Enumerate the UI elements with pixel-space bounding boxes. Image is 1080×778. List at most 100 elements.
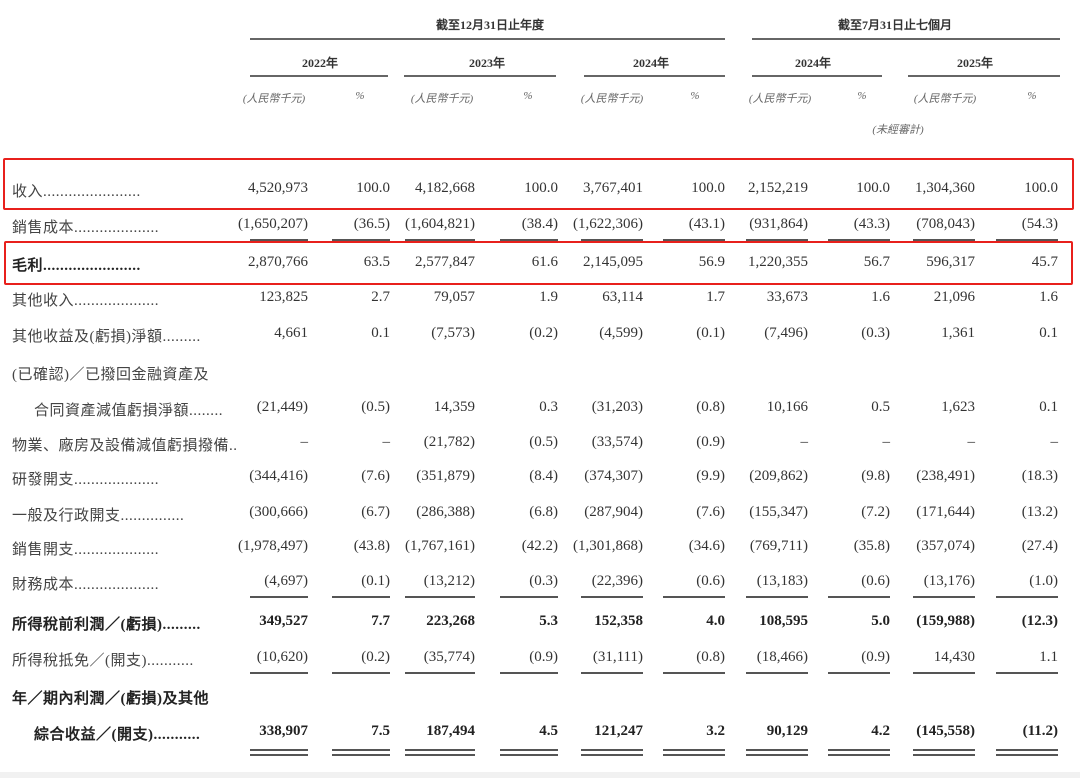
header-rule <box>250 38 725 40</box>
cell-value: 1.1 <box>1039 649 1058 665</box>
cell-value: (0.1) <box>361 573 390 589</box>
cell-value: (1,301,868) <box>573 538 643 554</box>
row-label: 財務成本.................... <box>12 577 160 593</box>
cell-value: 1.7 <box>706 289 725 305</box>
cell-value: (1,604,821) <box>405 216 475 232</box>
cell-value: 2,145,095 <box>583 254 643 270</box>
cell-value: (11.2) <box>1022 723 1058 739</box>
cell-value: 0.1 <box>1039 325 1058 341</box>
cell-value: 152,358 <box>594 613 643 629</box>
cell-value: 108,595 <box>759 613 808 629</box>
cell-value: (42.2) <box>521 538 558 554</box>
cell-value: (0.3) <box>529 573 558 589</box>
cell-value: (38.4) <box>521 216 558 232</box>
cell-value: (13.2) <box>1021 504 1058 520</box>
cell-value: (159,988) <box>916 613 975 629</box>
cell-value: (9.9) <box>696 468 725 484</box>
cell-value: (0.9) <box>529 649 558 665</box>
header-rule <box>250 75 388 77</box>
cell-value: (0.6) <box>696 573 725 589</box>
total-underline <box>746 596 808 598</box>
cell-value: (286,388) <box>416 504 475 520</box>
cell-value: (33,574) <box>591 434 643 450</box>
cell-value: (0.1) <box>696 325 725 341</box>
total-underline <box>663 596 725 598</box>
cell-value: (21,449) <box>256 399 308 415</box>
cell-value: (0.8) <box>696 399 725 415</box>
cell-value: (35.8) <box>853 538 890 554</box>
row-label: 合同資產減值虧損淨額........ <box>34 403 224 419</box>
cell-value: (238,491) <box>916 468 975 484</box>
cell-value: (21,782) <box>423 434 475 450</box>
cell-value: (18.3) <box>1021 468 1058 484</box>
total-underline <box>828 239 890 241</box>
cell-value: (7.6) <box>361 468 390 484</box>
cell-value: 63.5 <box>363 254 390 270</box>
cell-value: (0.3) <box>861 325 890 341</box>
highlight-box-gross-profit <box>4 241 1073 285</box>
cell-value: (0.9) <box>861 649 890 665</box>
cell-value: 7.5 <box>371 723 390 739</box>
unit-label: (人民幣千元) <box>748 93 812 105</box>
unit-label: (人民幣千元) <box>242 93 306 105</box>
cell-value: 1,304,360 <box>915 180 975 196</box>
cell-value: 349,527 <box>259 613 308 629</box>
cell-value: 100.0 <box>1024 180 1058 196</box>
total-underline <box>828 596 890 598</box>
cell-value: 4,182,668 <box>415 180 475 196</box>
total-underline <box>332 754 390 756</box>
cell-value: 100.0 <box>691 180 725 196</box>
cell-value: (7.2) <box>861 504 890 520</box>
total-underline <box>996 239 1058 241</box>
cell-value: 100.0 <box>356 180 390 196</box>
total-underline <box>405 672 475 674</box>
cell-value: – <box>1050 434 1059 450</box>
year-header: 2023年 <box>468 56 506 70</box>
cell-value: (0.6) <box>861 573 890 589</box>
cell-value: (8.4) <box>529 468 558 484</box>
cell-value: 79,057 <box>433 289 475 305</box>
cell-value: 56.7 <box>863 254 890 270</box>
total-underline <box>250 596 308 598</box>
cell-value: 33,673 <box>766 289 808 305</box>
cell-value: (27.4) <box>1021 538 1058 554</box>
group-header-seven-months: 截至7月31日止七個月 <box>837 18 953 32</box>
cell-value: 2,870,766 <box>248 254 308 270</box>
cell-value: – <box>800 434 809 450</box>
cell-value: 0.1 <box>371 325 390 341</box>
total-underline <box>405 239 475 241</box>
cell-value: 4,520,973 <box>248 180 308 196</box>
cell-value: 1,623 <box>941 399 975 415</box>
cell-value: 4.5 <box>539 723 558 739</box>
cell-value: (0.5) <box>361 399 390 415</box>
total-underline <box>581 672 643 674</box>
row-label: 銷售開支.................... <box>12 542 160 558</box>
cell-value: 2,152,219 <box>748 180 808 196</box>
cell-value: (13,183) <box>756 573 808 589</box>
cell-value: 3,767,401 <box>583 180 643 196</box>
unaudited-note: (未經審計) <box>872 124 924 136</box>
cell-value: 1,361 <box>941 325 975 341</box>
page-bottom-edge <box>0 772 1080 778</box>
cell-value: (13,176) <box>923 573 975 589</box>
cell-value: 2,577,847 <box>415 254 475 270</box>
percent-label: % <box>1027 90 1037 102</box>
cell-value: (769,711) <box>749 538 808 554</box>
cell-value: (36.5) <box>353 216 390 232</box>
cell-value: (374,307) <box>584 468 643 484</box>
row-label: 銷售成本.................... <box>12 220 160 236</box>
cell-value: 14,430 <box>933 649 975 665</box>
total-underline <box>332 749 390 751</box>
cell-value: (1,622,306) <box>573 216 643 232</box>
total-underline <box>663 239 725 241</box>
cell-value: 3.2 <box>706 723 725 739</box>
cell-value: (7,573) <box>431 325 475 341</box>
cell-value: – <box>300 434 309 450</box>
percent-label: % <box>857 90 867 102</box>
row-label: 研發開支.................... <box>12 472 160 488</box>
cell-value: (12.3) <box>1021 613 1058 629</box>
total-underline <box>663 749 725 751</box>
total-underline <box>663 672 725 674</box>
cell-value: (209,862) <box>749 468 808 484</box>
